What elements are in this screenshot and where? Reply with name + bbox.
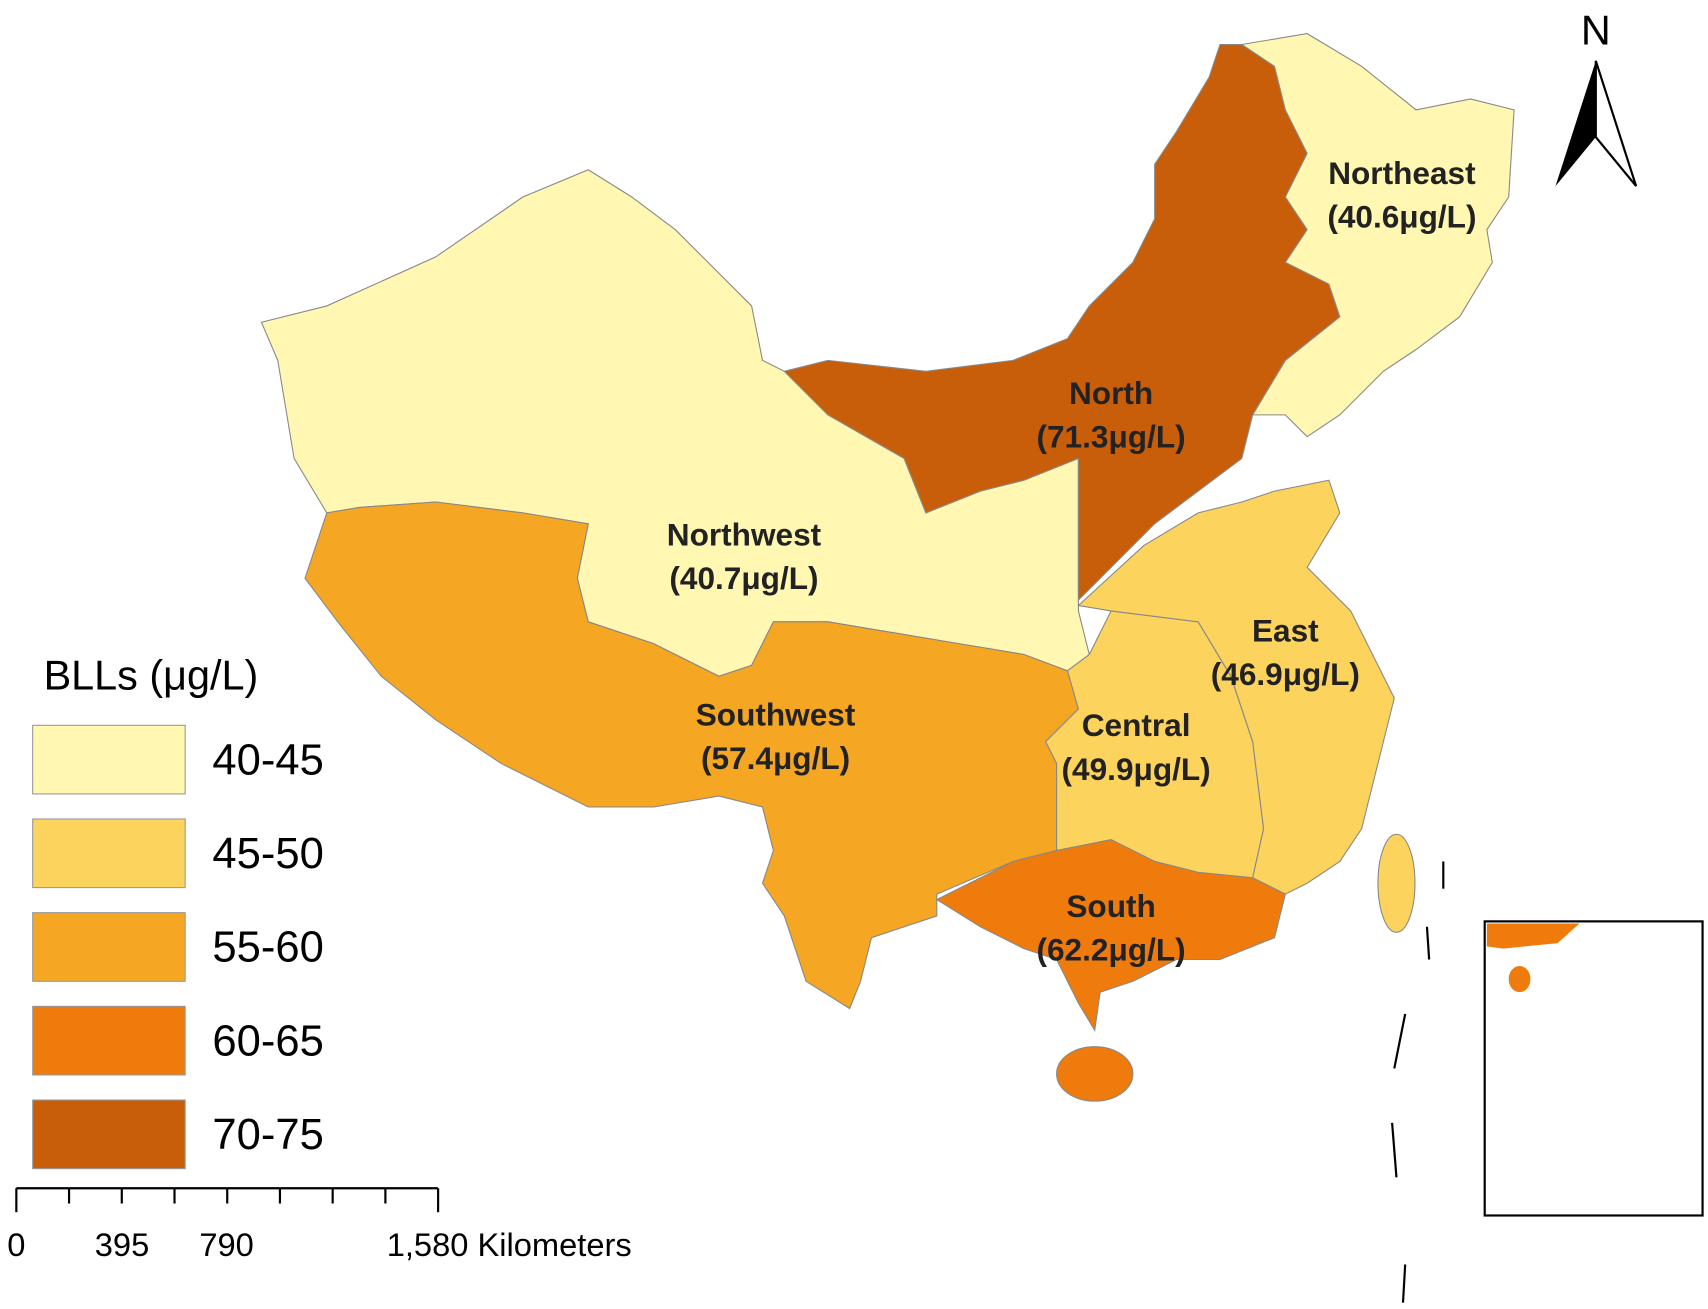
region-name: Southwest [696, 696, 856, 732]
legend-label: 45-50 [212, 830, 323, 878]
region-name: East [1252, 612, 1319, 648]
legend-swatch [32, 1005, 186, 1076]
region-value: (57.4μg/L) [701, 740, 850, 776]
region-labels: Northeast (40.6μg/L) North (71.3μg/L) No… [667, 155, 1477, 968]
inset-island [1508, 966, 1531, 993]
region-value: (62.2μg/L) [1036, 932, 1185, 968]
region-name: North [1069, 375, 1153, 411]
legend-title: BLLs (μg/L) [44, 652, 259, 698]
region-value: (40.7μg/L) [669, 560, 818, 596]
scale-bar: 0 395 790 1,580 Kilometers [7, 1187, 632, 1263]
scale-label: 790 [199, 1226, 254, 1263]
legend-label: 70-75 [212, 1111, 323, 1159]
scale-label: 395 [95, 1226, 150, 1263]
legend-swatch [32, 912, 186, 982]
region-value: (49.9μg/L) [1062, 751, 1211, 787]
region-value: (71.3μg/L) [1036, 419, 1185, 455]
region-east-taiwan [1377, 833, 1416, 933]
inset-frame [1483, 920, 1704, 1217]
inset-land [1486, 923, 1580, 949]
legend-swatch [32, 724, 186, 795]
region-name: Northeast [1328, 155, 1476, 191]
dashed-boundary [1391, 861, 1445, 1303]
region-name: Central [1082, 707, 1191, 743]
region-east [1077, 479, 1395, 895]
region-value: (40.6μg/L) [1327, 199, 1476, 235]
region-northeast [1240, 33, 1515, 438]
region-south [935, 839, 1286, 1032]
arrow-right [1594, 60, 1638, 187]
legend-swatch [32, 818, 186, 889]
legend-label: 55-60 [212, 924, 323, 972]
regions [260, 33, 1515, 1102]
scale-label: 0 [7, 1226, 25, 1263]
legend-label: 40-45 [212, 736, 323, 784]
arrow-left [1555, 60, 1596, 187]
north-arrow-label: N [1581, 8, 1611, 54]
legend-label: 60-65 [212, 1017, 323, 1065]
region-value: (46.9μg/L) [1211, 656, 1360, 692]
scale-label: 1,580 Kilometers [387, 1226, 632, 1263]
north-arrow: N [1555, 8, 1638, 187]
legend-swatch [32, 1099, 186, 1170]
region-name: South [1066, 888, 1155, 924]
region-name: Northwest [667, 517, 822, 553]
region-south-hainan [1056, 1046, 1134, 1102]
legend: BLLs (μg/L) 40-45 45-50 55-60 60-65 70-75 [32, 652, 324, 1170]
